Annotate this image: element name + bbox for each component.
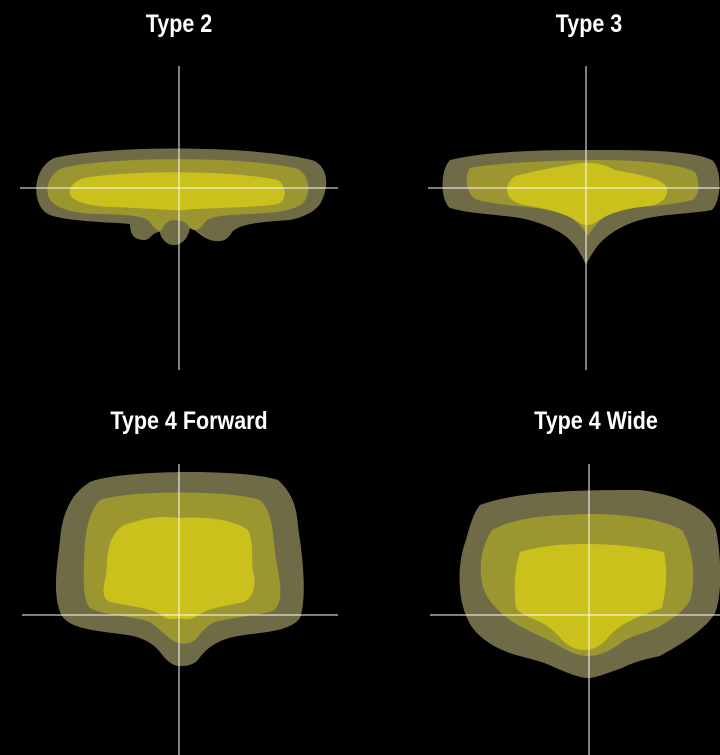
panel-title-type-4-wide: Type 4 Wide <box>534 407 658 435</box>
panel-title-type-2: Type 2 <box>145 10 213 38</box>
type-3-inner-zone <box>507 162 668 225</box>
pattern-type-3 <box>428 66 720 370</box>
type-2-inner-zone <box>69 172 285 211</box>
pattern-type-4-forward <box>22 464 338 755</box>
panel-title-type-4-forward: Type 4 Forward <box>110 407 268 435</box>
pattern-type-2 <box>20 66 338 370</box>
pattern-type-4-wide <box>430 464 720 755</box>
type-4-wide-inner-zone <box>514 544 667 650</box>
panel-title-type-3: Type 3 <box>555 10 623 38</box>
